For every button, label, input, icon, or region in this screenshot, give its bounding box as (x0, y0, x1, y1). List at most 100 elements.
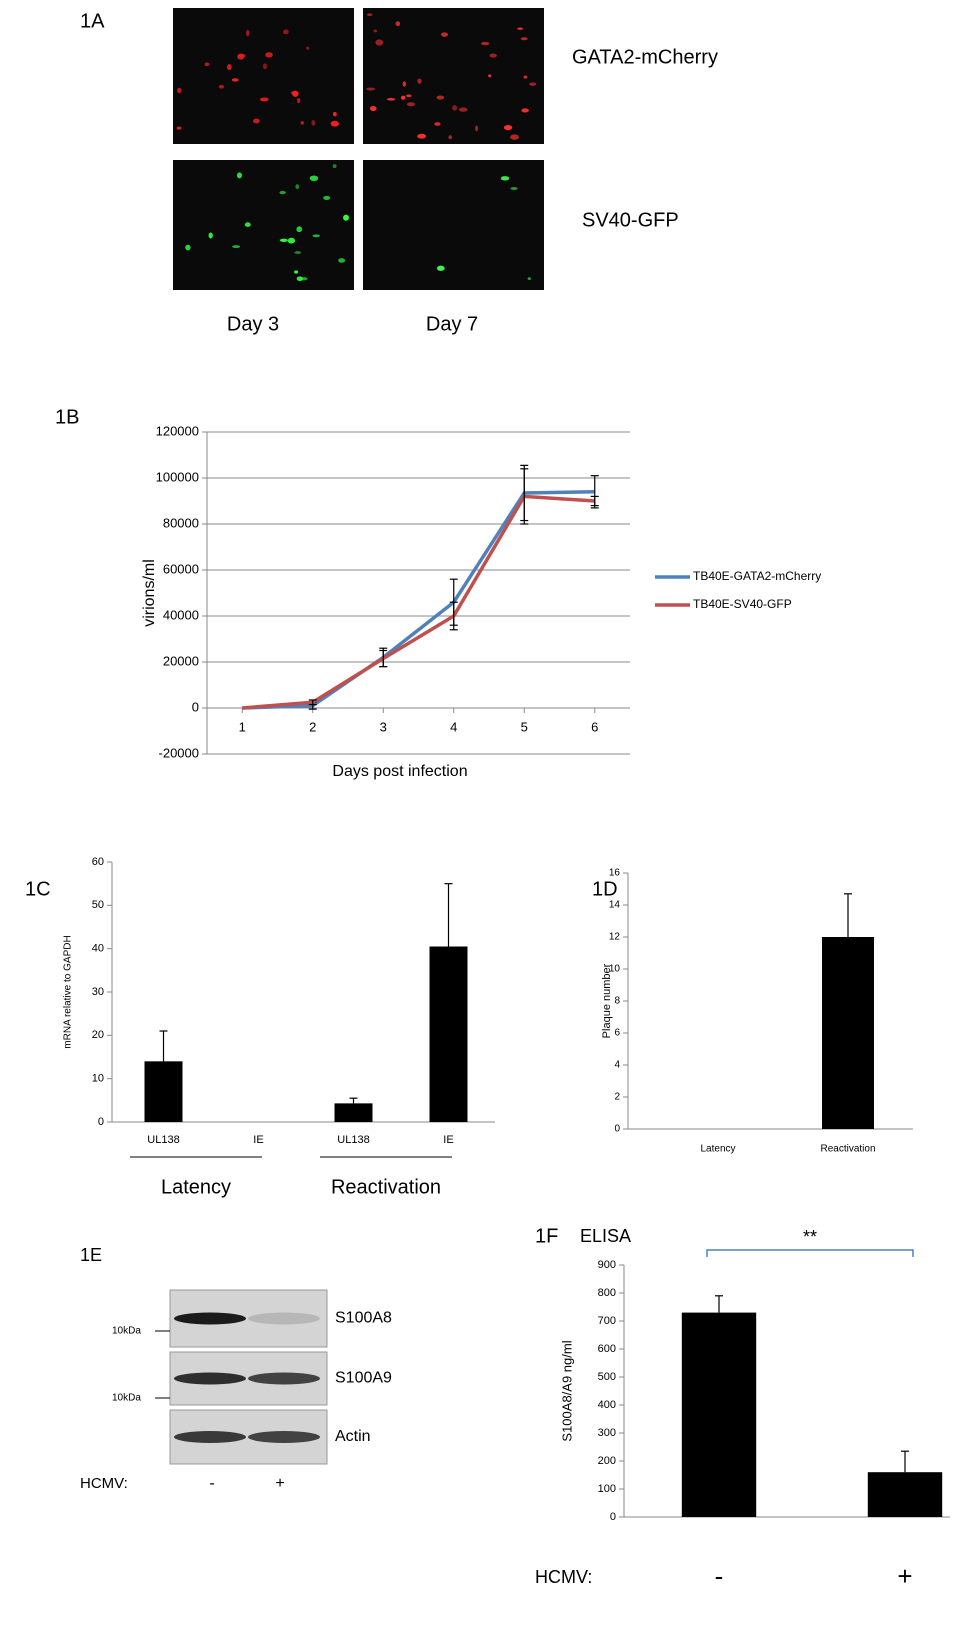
y-tick-label: 20000 (163, 653, 199, 668)
cell (401, 96, 405, 100)
condition-label: HCMV: (80, 1475, 128, 1492)
cell (417, 134, 426, 139)
y-tick-label: 120000 (156, 423, 199, 438)
micrograph (363, 160, 544, 290)
cell (294, 251, 301, 254)
cell (296, 226, 302, 232)
cell (434, 122, 440, 126)
y-tick-label: 12 (609, 932, 621, 943)
cell (292, 91, 298, 97)
row-label: GATA2-mCherry (572, 46, 718, 68)
cell (521, 108, 529, 112)
x-axis-label: HCMV: (535, 1567, 592, 1587)
bar (430, 947, 468, 1123)
cell (387, 98, 395, 101)
band (248, 1431, 320, 1443)
cell (232, 245, 240, 248)
cell (237, 54, 244, 60)
condition: + (275, 1475, 284, 1492)
y-tick-label: 14 (609, 900, 621, 911)
y-axis-label: S100A8/A9 ng/ml (559, 1340, 574, 1441)
cell (338, 258, 345, 263)
x-tick-label: Reactivation (820, 1144, 875, 1155)
bar (335, 1103, 373, 1122)
cell (237, 172, 242, 178)
band (174, 1313, 246, 1325)
cell (374, 29, 377, 32)
cell (441, 32, 448, 36)
y-tick-label: 50 (92, 899, 104, 911)
panel-label: 1C (25, 878, 51, 900)
cell (437, 96, 445, 100)
cell (295, 184, 299, 189)
cell (246, 30, 249, 36)
chart-title: ELISA (580, 1226, 631, 1246)
micrograph (173, 160, 354, 290)
cell (208, 233, 212, 239)
cell (396, 21, 401, 26)
cell (297, 98, 300, 103)
x-tick-label: UL138 (147, 1134, 179, 1146)
cell (517, 27, 523, 29)
y-tick-label: 4 (614, 1060, 620, 1071)
cell (185, 245, 190, 251)
y-tick-label: 100000 (156, 469, 199, 484)
group-label: Latency (161, 1176, 231, 1198)
cell (333, 112, 337, 116)
y-tick-label: 0 (192, 699, 199, 714)
cell (521, 37, 528, 40)
cell (375, 39, 383, 45)
cell (288, 238, 295, 244)
cell (312, 234, 320, 237)
cell (437, 266, 445, 271)
y-tick-label: 40000 (163, 607, 199, 622)
y-tick-label: 80000 (163, 515, 199, 530)
cell (510, 187, 517, 190)
panel-label: 1E (80, 1245, 102, 1265)
y-tick-label: 10 (609, 964, 621, 975)
column-label: Day 3 (227, 313, 279, 335)
marker-label: 10kDa (112, 1393, 141, 1404)
cell (370, 106, 377, 111)
bar (822, 937, 874, 1129)
cell (333, 164, 337, 168)
y-tick-label: 20 (92, 1029, 104, 1041)
cell (481, 42, 489, 45)
x-axis-label: Days post infection (332, 763, 467, 780)
cell (449, 135, 452, 139)
line (242, 496, 595, 708)
x-tick-label: 6 (591, 719, 598, 734)
cell (406, 94, 412, 97)
cell (452, 105, 457, 110)
y-tick-label: 2 (614, 1092, 620, 1103)
y-tick-label: -20000 (159, 745, 199, 760)
y-tick-label: 0 (610, 1511, 616, 1523)
y-tick-label: 60 (92, 856, 104, 868)
cell (407, 102, 415, 106)
cell (297, 276, 303, 281)
cell (283, 30, 289, 35)
y-tick-label: 200 (598, 1455, 616, 1467)
x-tick-label: Latency (700, 1144, 735, 1155)
y-tick-label: 8 (614, 996, 620, 1007)
cell (245, 222, 251, 227)
cell (366, 87, 375, 90)
significance-bracket (707, 1250, 913, 1257)
x-tick-label: 4 (450, 719, 457, 734)
row-label: SV40-GFP (582, 209, 679, 231)
y-tick-label: 900 (598, 1259, 616, 1271)
group-label: Reactivation (331, 1176, 441, 1198)
cell (177, 88, 181, 93)
band (248, 1313, 320, 1325)
cell (323, 196, 330, 200)
cell (490, 53, 497, 57)
x-tick-label: + (897, 1561, 912, 1591)
y-tick-label: 16 (609, 868, 621, 879)
y-tick-label: 400 (598, 1399, 616, 1411)
protein-label: S100A9 (335, 1370, 392, 1387)
cell (265, 52, 273, 57)
x-tick-label: 2 (309, 719, 316, 734)
panel-label: 1D (592, 878, 618, 900)
cell (488, 74, 491, 77)
cell (459, 107, 468, 111)
